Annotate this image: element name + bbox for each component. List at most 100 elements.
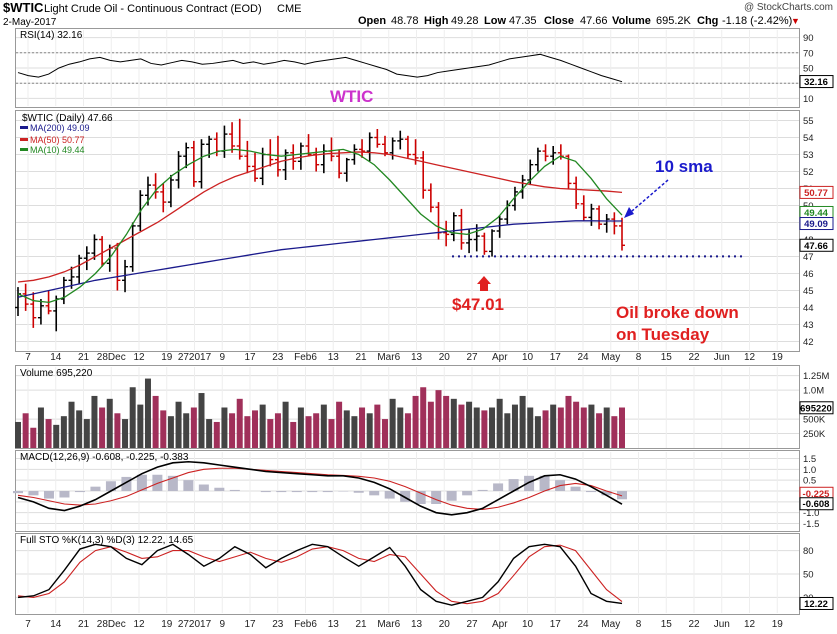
volume-bar — [458, 404, 465, 448]
date-tick-label: 272017 — [178, 352, 212, 363]
volume-bar — [229, 413, 236, 448]
date-tick-label: 13 — [411, 352, 423, 363]
macd-histogram-bar — [307, 491, 318, 493]
stochastic-k-line — [17, 543, 623, 606]
macd-histogram-bar — [493, 483, 504, 491]
sma-annotation: 10 sma — [655, 157, 713, 176]
volume-bar — [68, 401, 75, 448]
stochastic-tick-label: 80 — [803, 546, 814, 557]
macd-histogram-bar — [276, 491, 287, 493]
macd-histogram-bar — [59, 491, 70, 498]
date-tick-label: 21 — [78, 619, 90, 630]
volume-bar — [259, 404, 266, 448]
volume-bar — [122, 419, 129, 448]
volume-series — [15, 378, 625, 448]
volume-bar — [404, 413, 411, 448]
macd-histogram-bar — [43, 491, 54, 499]
date-tick-label: 14 — [50, 619, 62, 630]
symbol-title: $WTIC — [3, 0, 44, 15]
date-tick-label: 17 — [244, 352, 256, 363]
ma200-value-tag: 49.09 — [804, 219, 828, 230]
volume-bar — [297, 407, 304, 448]
date-tick-label: 7 — [25, 619, 31, 630]
date-tick-label: 19 — [161, 619, 173, 630]
macd-histogram-bar — [446, 491, 457, 501]
volume-bar — [144, 378, 151, 448]
volume-bar — [129, 387, 136, 448]
volume-bar — [282, 401, 289, 448]
volume-tick-label: 250K — [803, 429, 826, 440]
volume-bar — [443, 395, 450, 448]
date-tick-label: 12 — [744, 352, 756, 363]
ma10-line — [17, 148, 623, 304]
volume-bar — [15, 421, 21, 448]
volume-bar — [619, 407, 625, 448]
volume-bar — [351, 416, 358, 448]
date-tick-label: 24 — [577, 619, 589, 630]
volume-bar — [274, 413, 281, 448]
volume-bar — [336, 401, 343, 448]
close-value-tag: 47.66 — [804, 241, 828, 252]
volume-bar — [359, 407, 366, 448]
price-tick-label: 44 — [803, 303, 814, 314]
volume-bar — [427, 401, 434, 448]
date-tick-label: 12 — [133, 352, 145, 363]
exchange-label: CME — [277, 3, 301, 15]
volume-bar — [320, 404, 327, 448]
macd-histogram-bar — [539, 475, 550, 491]
volume-bar — [527, 407, 534, 448]
macd-histogram-bar — [369, 491, 380, 496]
date-tick-label: Jun — [714, 619, 730, 630]
ma200-legend: MA(200) 49.09 — [30, 123, 90, 133]
volume-bar — [397, 407, 404, 448]
rsi-series — [16, 52, 799, 84]
macd-histogram-bar — [105, 481, 116, 491]
macd-histogram-bar — [121, 476, 132, 491]
macd-histogram-bar — [415, 491, 426, 504]
date-tick-label: 20 — [439, 619, 451, 630]
price-tick-label: 45 — [803, 286, 814, 297]
wtic-annotation: WTIC — [330, 87, 373, 106]
volume-bar — [22, 413, 29, 448]
volume-bar — [37, 407, 44, 448]
date-tick-label: 17 — [550, 352, 562, 363]
macd-series — [13, 460, 627, 516]
date-tick-label: 13 — [328, 352, 340, 363]
macd-histogram-bar — [400, 491, 411, 502]
volume-bar — [481, 410, 488, 448]
ma50-line — [17, 151, 623, 283]
date-tick-label: 19 — [772, 352, 784, 363]
volume-bar — [466, 401, 473, 448]
ma50-swatch — [20, 138, 28, 141]
volume-bar — [213, 421, 220, 448]
macd-value-tag-box — [799, 497, 834, 511]
macd-histogram-bar — [260, 491, 271, 493]
macd-histogram-bar — [229, 489, 240, 491]
price-title: $WTIC (Daily) 47.66 — [22, 113, 113, 124]
macd-histogram-bar — [570, 486, 581, 491]
volume-bar — [290, 421, 297, 448]
volume-bar — [504, 413, 511, 448]
macd-histogram-bar — [431, 491, 442, 504]
volume-bar — [435, 390, 442, 448]
rsi-tick-label: 90 — [803, 33, 814, 44]
date-tick-label: 17 — [550, 619, 562, 630]
price-tick-label: 52 — [803, 167, 814, 178]
volume-bar — [152, 395, 159, 448]
date-tick-label: 21 — [78, 352, 90, 363]
rsi-tick-label: 50 — [803, 64, 814, 75]
macd-signal-tag: -0.225 — [803, 489, 831, 500]
date-tick-label: Jun — [714, 352, 730, 363]
date-tick-label: 27 — [466, 352, 478, 363]
macd-histogram-bar — [508, 479, 519, 491]
macd-tick-label: 1.0 — [803, 465, 816, 476]
macd-tick-label: 0.5 — [803, 476, 816, 487]
ma10-swatch — [20, 148, 28, 151]
price-tick-label: 55 — [803, 116, 814, 127]
macd-histogram-bar — [353, 491, 364, 493]
volume-bar — [473, 407, 480, 448]
price-tick-label: 53 — [803, 150, 814, 161]
volume-bar — [305, 416, 312, 448]
macd-tick-label: -1.0 — [803, 508, 819, 519]
